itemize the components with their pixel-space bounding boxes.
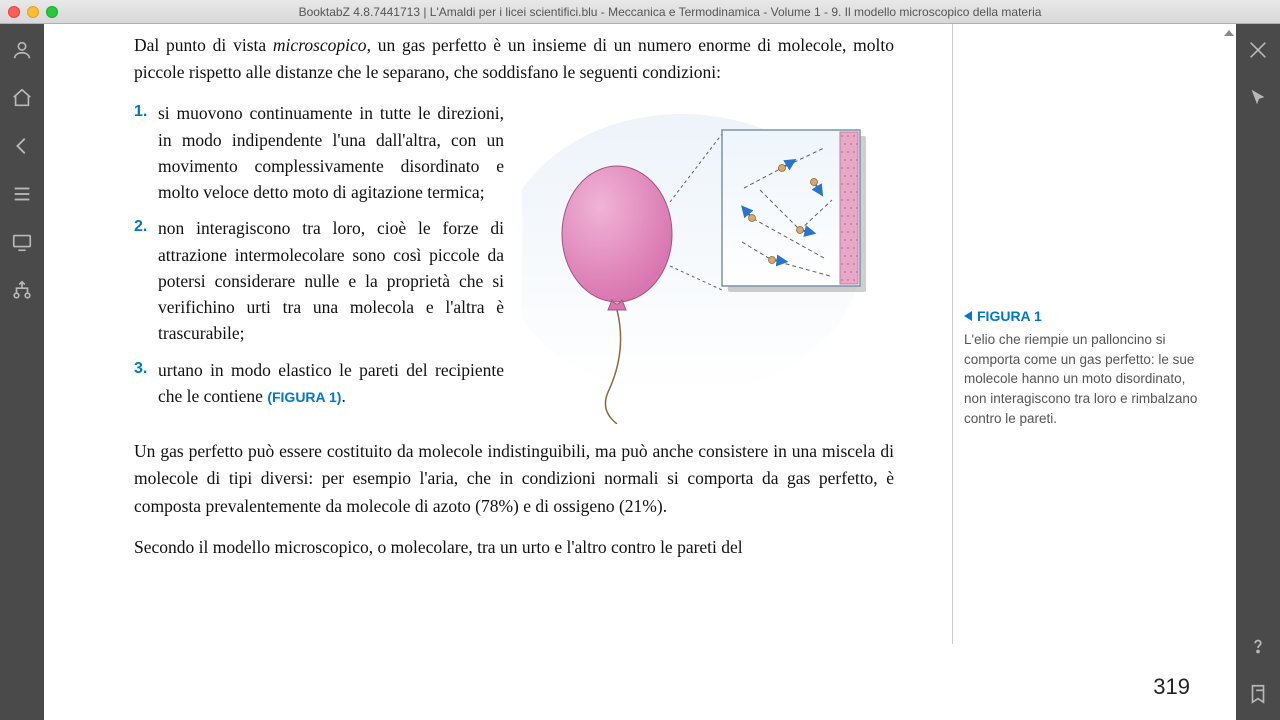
page-viewport: Dal punto di vista microscopico, un gas … xyxy=(44,24,1236,720)
window-titlebar: BooktabZ 4.8.7441713 | L'Amaldi per i li… xyxy=(0,0,1280,24)
page-number: 319 xyxy=(1153,674,1190,700)
figure-caption-text: L'elio che riempie un palloncino si comp… xyxy=(964,330,1204,428)
triangle-left-icon xyxy=(964,311,972,321)
condition-item: urtano in modo elastico le pareti del re… xyxy=(134,357,504,410)
figure-label: FIGURA 1 xyxy=(964,306,1204,326)
page-content: Dal punto di vista microscopico, un gas … xyxy=(44,24,1224,720)
figure-label-text: FIGURA 1 xyxy=(977,306,1042,326)
paragraph-3: Secondo il modello microscopico, o molec… xyxy=(134,534,894,561)
intro-text-em: microscopico xyxy=(273,35,367,55)
condition-item: non interagiscono tra loro, cioè le forz… xyxy=(134,215,504,346)
balloon-illustration xyxy=(522,104,872,424)
home-icon[interactable] xyxy=(10,86,34,110)
condition3-post: . xyxy=(341,386,345,406)
window-title: BooktabZ 4.8.7441713 | L'Amaldi per i li… xyxy=(68,5,1272,19)
user-icon[interactable] xyxy=(10,38,34,62)
help-icon[interactable] xyxy=(1246,634,1270,658)
bookmark-icon[interactable] xyxy=(1246,682,1270,706)
conditions-list: si muovono continuamente in tutte le dir… xyxy=(134,100,504,409)
minimize-button[interactable] xyxy=(27,6,39,18)
condition-item: si muovono continuamente in tutte le dir… xyxy=(134,100,504,205)
pointer-icon[interactable] xyxy=(1246,86,1270,110)
maximize-button[interactable] xyxy=(46,6,58,18)
paragraph-2: Un gas perfetto può essere costituito da… xyxy=(134,438,894,519)
intro-paragraph: Dal punto di vista microscopico, un gas … xyxy=(134,32,894,86)
para3-pre: Secondo il modello microscopico, o xyxy=(134,537,391,557)
para3-post: , tra un urto e l'altro contro le pareti… xyxy=(468,537,742,557)
figure-reference: (FIGURA 1) xyxy=(267,389,341,405)
toc-icon[interactable] xyxy=(10,182,34,206)
figure-caption: FIGURA 1 L'elio che riempie un palloncin… xyxy=(964,306,1204,428)
para3-em: molecolare xyxy=(391,537,469,557)
intro-text-pre: Dal punto di vista xyxy=(134,35,273,55)
traffic-lights xyxy=(8,6,58,18)
scroll-up-icon[interactable] xyxy=(1224,30,1234,36)
tools-icon[interactable] xyxy=(1246,38,1270,62)
back-icon[interactable] xyxy=(10,134,34,158)
share-icon[interactable] xyxy=(10,278,34,302)
close-button[interactable] xyxy=(8,6,20,18)
column-divider xyxy=(952,24,953,644)
screen-icon[interactable] xyxy=(10,230,34,254)
right-toolbar xyxy=(1236,24,1280,720)
figure-balloon xyxy=(522,104,872,424)
left-toolbar xyxy=(0,24,44,720)
